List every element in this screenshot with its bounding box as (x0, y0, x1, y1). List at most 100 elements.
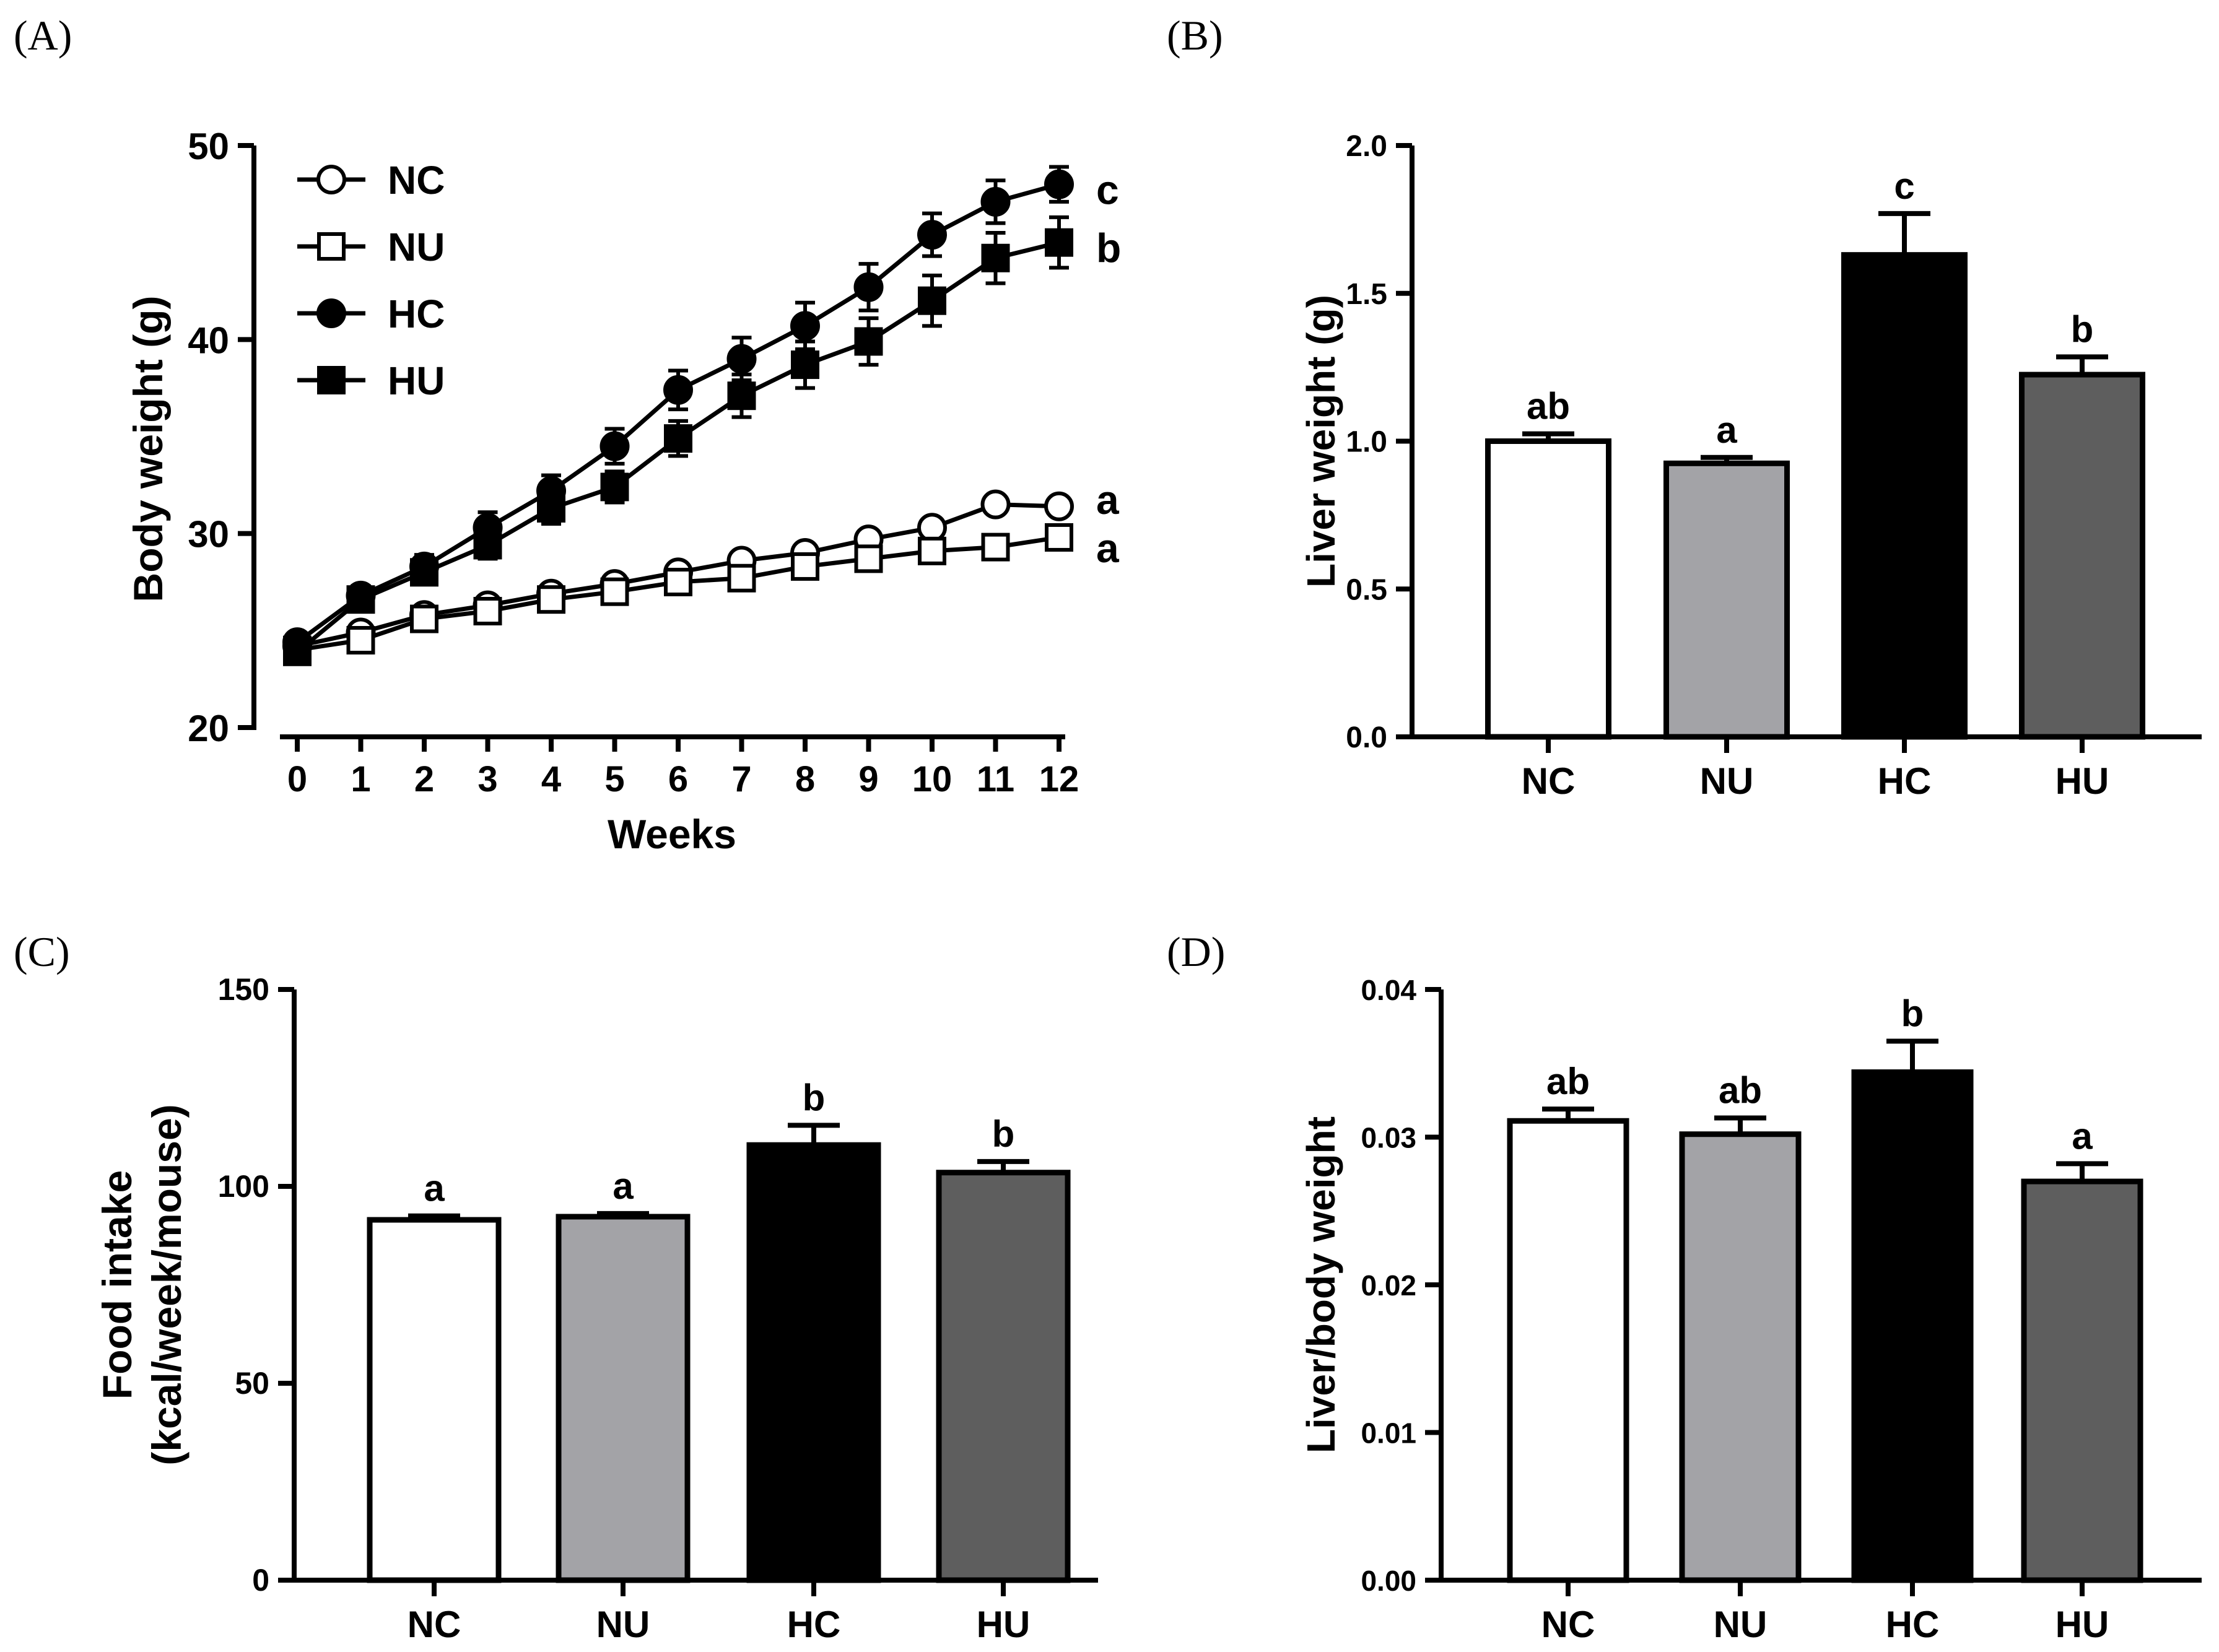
chart-liver-body-weight: 0.00 0.01 0.02 0.03 0.04 ab NC ab NU b HC a HU Liver/… (1299, 974, 2202, 1645)
data-point (1044, 169, 1074, 199)
y-tick-label: 50 (235, 1366, 269, 1401)
data-point (346, 585, 375, 614)
panel-label-b: (B) (1167, 12, 1223, 59)
x-tick-label: 10 (912, 759, 953, 799)
data-point (981, 243, 1010, 272)
data-point (727, 563, 756, 593)
y-tick-label: 0.04 (1361, 974, 1416, 1006)
x-tick-label: 5 (604, 759, 624, 799)
x-tick-label: HU (977, 1604, 1031, 1645)
significance-label: a (613, 1165, 634, 1207)
data-point (537, 493, 565, 523)
x-tick-label: NU (596, 1604, 650, 1645)
data-point (981, 533, 1010, 562)
series-nu: a (283, 523, 1120, 664)
bar-hc (746, 1142, 881, 1583)
bar-nc (367, 1217, 502, 1583)
legend-label: HC (388, 292, 445, 336)
significance-label: b (1096, 225, 1121, 271)
bar-nu (1663, 460, 1790, 740)
chart-liver-weight: 0.0 0.5 1.0 1.5 2.0 ab NC a NU c HC b HU Liver weight… (1299, 130, 2202, 802)
legend-marker (317, 232, 346, 261)
significance-label: b (2071, 308, 2094, 350)
panel-label-a: (A) (14, 12, 72, 59)
y-axis-label-units: (kcal/week/mouse) (144, 1104, 190, 1465)
x-tick-label: HC (787, 1604, 841, 1645)
bar-nc (1507, 1118, 1629, 1583)
y-axis-label: Body weight (g) (125, 296, 171, 602)
x-tick-label: 9 (858, 759, 878, 799)
significance-label: b (803, 1077, 826, 1118)
significance-label: a (424, 1168, 445, 1209)
y-tick-label: 0.5 (1346, 573, 1387, 606)
panel-label-d: (D) (1167, 928, 1226, 975)
bar-nu (1679, 1131, 1802, 1583)
data-point (346, 626, 375, 654)
x-tick-label: 0 (287, 759, 307, 799)
x-tick-label: 12 (1039, 759, 1079, 799)
legend-marker (317, 366, 346, 394)
data-point (1045, 228, 1073, 257)
x-tick-label: HU (2056, 1604, 2109, 1645)
x-axis-label: Weeks (608, 811, 736, 857)
panel-label-c: (C) (14, 928, 70, 975)
data-point (663, 375, 693, 405)
data-point (918, 536, 946, 565)
data-point (1044, 491, 1074, 521)
data-point (790, 311, 820, 341)
data-point (664, 568, 692, 596)
chart-food-intake: 0 50 100 150 a NC a NU b HC b HU Food intake (kcal/we… (94, 972, 1098, 1645)
x-tick-label: HC (1878, 760, 1932, 802)
significance-label: a (1096, 525, 1120, 571)
significance-label: c (1096, 167, 1119, 213)
y-tick-label: 0.0 (1346, 721, 1387, 754)
y-tick-label: 0.03 (1361, 1122, 1416, 1154)
bar-hu (936, 1170, 1071, 1583)
y-tick-label: 2.0 (1346, 130, 1387, 163)
x-tick-label: NC (1541, 1604, 1595, 1645)
legend-marker (316, 298, 346, 328)
data-point (410, 604, 438, 633)
significance-label: c (1894, 165, 1914, 207)
data-point (791, 350, 819, 380)
significance-label: a (1096, 477, 1120, 523)
y-tick-label: 0.00 (1361, 1565, 1416, 1597)
x-tick-label: 8 (795, 759, 815, 799)
data-point (600, 472, 629, 502)
x-tick-label: 1 (351, 759, 370, 799)
x-tick-label: NU (1714, 1604, 1768, 1645)
y-tick-label: 30 (188, 514, 229, 555)
x-tick-label: HU (2056, 760, 2109, 802)
data-point (917, 220, 947, 250)
bar-hu (2019, 372, 2145, 740)
y-tick-label: 20 (188, 708, 229, 749)
data-point (600, 577, 629, 606)
data-point (283, 637, 312, 666)
significance-label: ab (1719, 1069, 1762, 1111)
data-point (473, 531, 502, 560)
data-point (727, 381, 756, 411)
significance-label: b (992, 1113, 1015, 1155)
series-hu: b (283, 215, 1121, 666)
data-point (980, 489, 1011, 520)
y-tick-label: 100 (218, 1169, 269, 1204)
significance-label: ab (1546, 1061, 1590, 1102)
data-point (854, 327, 883, 356)
data-point (537, 585, 565, 614)
legend-label: NC (388, 158, 445, 202)
bar-nc (1485, 438, 1611, 740)
legend: NC NU HC HU (297, 158, 445, 403)
bar-hu (2021, 1178, 2143, 1583)
y-axis-label: Liver weight (g) (1299, 295, 1343, 588)
y-tick-label: 40 (188, 320, 229, 361)
bar-hc (1841, 252, 1968, 740)
data-point (854, 544, 883, 573)
y-tick-label: 1.5 (1346, 278, 1387, 311)
bar-nu (556, 1214, 691, 1583)
legend-label: NU (388, 225, 445, 269)
data-point (791, 552, 819, 581)
x-tick-label: 11 (977, 759, 1014, 799)
x-tick-label: 3 (477, 759, 497, 799)
